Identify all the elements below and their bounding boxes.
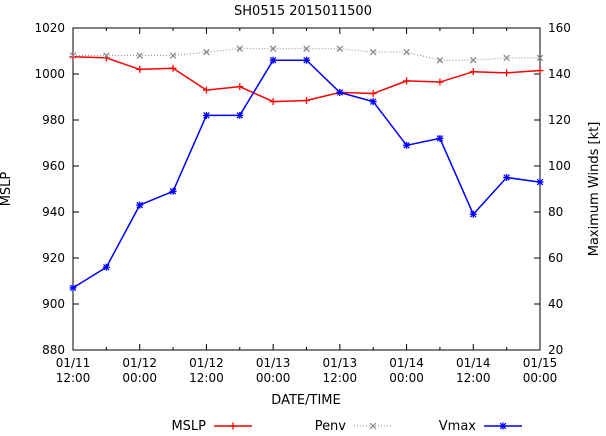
y-right-tick-label: 120 xyxy=(548,113,571,127)
data-point-vmax xyxy=(403,141,411,149)
series-mslp xyxy=(69,53,544,106)
y-right-tick-label: 60 xyxy=(548,251,563,265)
data-point-vmax xyxy=(303,56,310,64)
data-point-mslp xyxy=(536,67,544,75)
data-point-vmax xyxy=(236,111,244,119)
data-point-mslp xyxy=(503,69,511,77)
data-point-mslp xyxy=(469,68,477,76)
x-tick-label: 01/14 00:00 xyxy=(389,356,424,385)
data-point-vmax xyxy=(469,210,477,218)
data-point-mslp xyxy=(403,77,411,85)
data-point-mslp xyxy=(236,83,244,91)
x-tick-label: 01/13 00:00 xyxy=(256,356,291,385)
data-point-penv xyxy=(336,45,344,52)
y-axis-right-label: Maximum Winds [kt] xyxy=(587,122,602,257)
data-point-vmax xyxy=(136,201,144,209)
series-line-penv xyxy=(73,48,540,61)
legend-marker xyxy=(369,422,377,430)
data-point-mslp xyxy=(369,90,377,98)
legend-label: Vmax xyxy=(439,419,477,432)
data-point-penv xyxy=(69,52,77,59)
data-point-vmax xyxy=(369,98,377,106)
x-tick-label: 01/13 12:00 xyxy=(323,356,358,385)
y-left-tick-label: 920 xyxy=(42,251,65,265)
data-point-vmax xyxy=(169,187,177,195)
data-point-vmax xyxy=(536,178,544,186)
data-point-penv xyxy=(136,52,143,59)
axes-ticks: 880 900 920 940 960 980 1000 1020 20 40 60 80 100 120… xyxy=(34,21,570,385)
legend-item-vmax: Vmax xyxy=(439,419,522,434)
data-point-vmax xyxy=(269,56,277,64)
data-point-penv xyxy=(269,45,277,52)
y-right-tick-label: 160 xyxy=(548,21,571,35)
data-point-vmax xyxy=(102,263,110,271)
legend-label: MSLP xyxy=(171,419,206,432)
x-tick-label: 01/14 12:00 xyxy=(456,356,491,385)
data-point-vmax xyxy=(503,174,511,181)
y-left-tick-label: 940 xyxy=(42,205,65,219)
y-right-tick-label: 100 xyxy=(548,159,571,173)
y-left-tick-label: 1020 xyxy=(34,21,65,35)
plot-frame xyxy=(72,27,541,351)
legend-label: Penv xyxy=(315,419,347,432)
y-right-tick-label: 40 xyxy=(548,297,563,311)
data-point-mslp xyxy=(69,53,77,61)
y-right-tick-label: 80 xyxy=(548,205,563,219)
x-tick-label: 01/15 00:00 xyxy=(523,356,558,385)
y-right-tick-label: 140 xyxy=(548,67,571,81)
series-layer xyxy=(69,45,544,292)
data-point-penv xyxy=(536,54,544,62)
x-axis-label: DATE/TIME xyxy=(271,393,340,408)
data-point-vmax xyxy=(202,111,210,119)
data-point-mslp xyxy=(202,86,210,94)
data-point-penv xyxy=(203,48,210,56)
data-point-penv xyxy=(403,48,410,56)
series-line-vmax xyxy=(72,59,541,289)
legend-item-penv: Penv xyxy=(315,419,392,434)
legend: MSLP Penv Vmax xyxy=(171,419,522,434)
data-point-mslp xyxy=(269,98,277,106)
series-vmax xyxy=(69,56,544,292)
data-point-mslp xyxy=(436,78,444,86)
y-left-tick-label: 960 xyxy=(42,159,65,173)
y-left-tick-label: 900 xyxy=(42,297,65,311)
data-point-mslp xyxy=(136,65,144,73)
legend-marker xyxy=(229,422,237,430)
data-point-penv xyxy=(169,52,177,59)
data-point-penv xyxy=(103,52,110,59)
data-point-vmax xyxy=(69,284,77,292)
y-left-tick-label: 880 xyxy=(42,343,65,357)
x-tick-label: 01/12 00:00 xyxy=(122,356,157,385)
y-left-tick-label: 1000 xyxy=(34,67,65,81)
data-point-vmax xyxy=(336,88,344,96)
data-point-mslp xyxy=(303,96,310,104)
chart-title: SH0515 2015011500 xyxy=(234,4,372,19)
data-point-penv xyxy=(303,45,310,52)
data-point-penv xyxy=(369,48,377,56)
data-point-penv xyxy=(236,45,244,52)
legend-marker xyxy=(499,422,507,430)
legend-item-mslp: MSLP xyxy=(171,419,252,434)
y-right-tick-label: 20 xyxy=(548,343,563,357)
series-penv xyxy=(69,45,544,64)
data-point-penv xyxy=(436,56,444,64)
x-tick-label: 01/12 12:00 xyxy=(189,356,224,385)
y-left-tick-label: 980 xyxy=(42,113,65,127)
data-point-penv xyxy=(470,56,477,64)
data-point-penv xyxy=(503,54,510,62)
data-point-mslp xyxy=(169,64,177,72)
y-axis-left-label: MSLP xyxy=(0,172,14,207)
data-point-vmax xyxy=(436,134,444,142)
x-tick-label: 01/11 12:00 xyxy=(56,356,91,385)
